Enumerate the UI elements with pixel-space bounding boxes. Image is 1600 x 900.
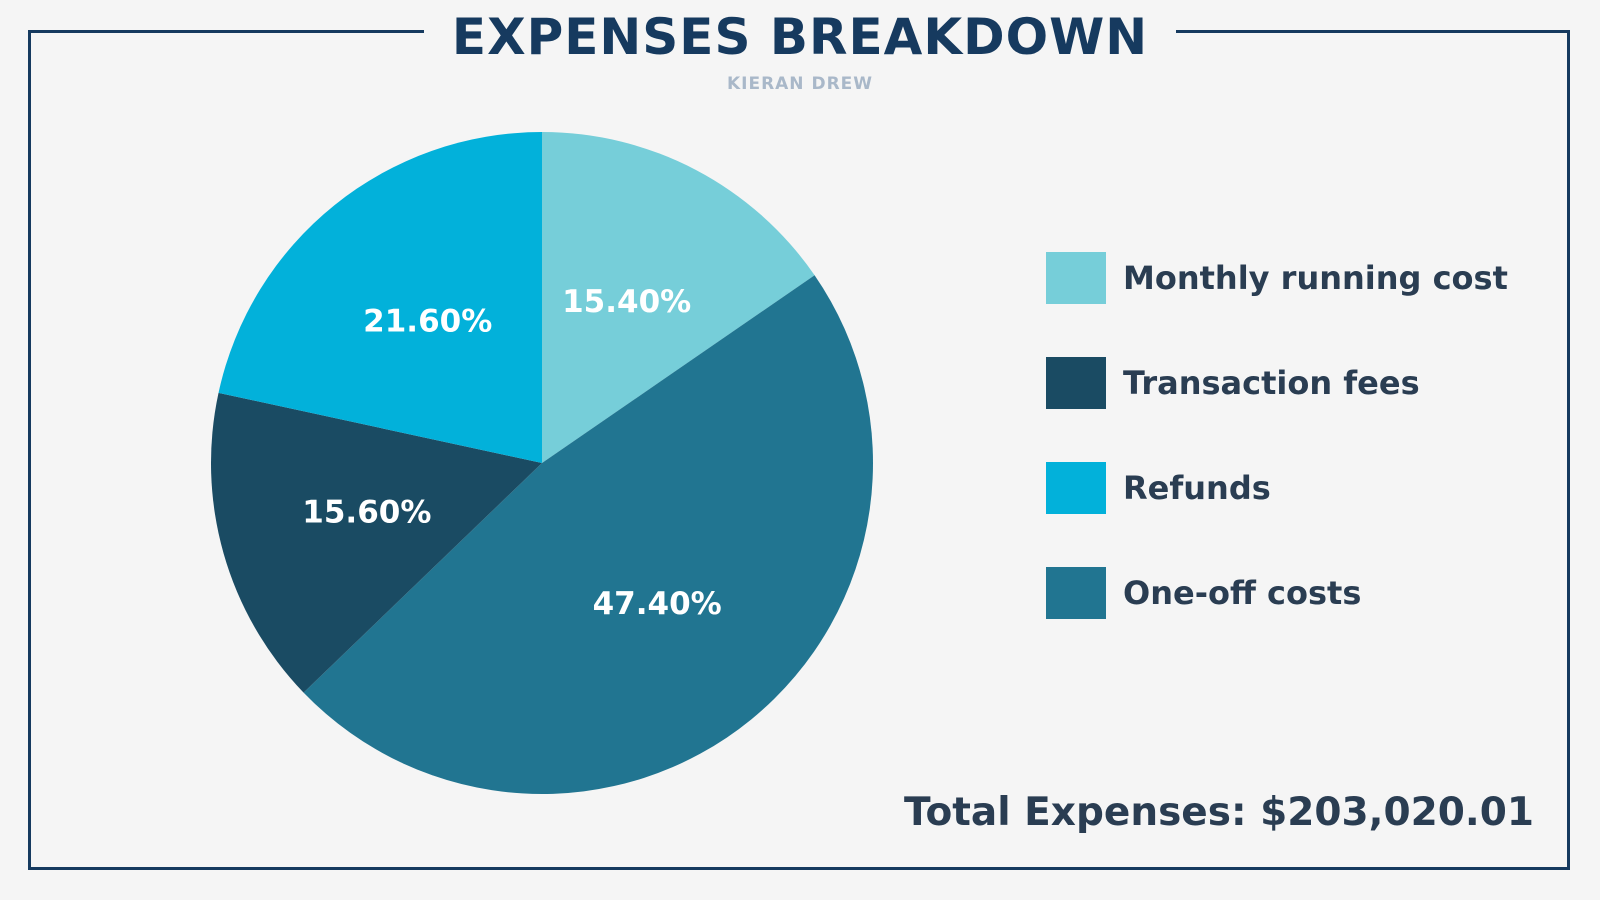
legend-label: Refunds <box>1123 469 1271 507</box>
legend-swatch <box>1046 462 1106 514</box>
legend-swatch <box>1046 357 1106 409</box>
legend-label: One-off costs <box>1123 574 1362 612</box>
legend-swatch <box>1046 252 1106 304</box>
title-wrap: EXPENSES BREAKDOWN <box>0 6 1600 68</box>
pie-slice-monthly-running-cost <box>542 132 815 463</box>
legend-swatch <box>1046 567 1106 619</box>
pie-slice-label: 15.60% <box>302 495 431 531</box>
pie-slice-label: 47.40% <box>593 586 722 622</box>
chart-title: EXPENSES BREAKDOWN <box>423 6 1177 68</box>
legend-label: Transaction fees <box>1123 364 1420 402</box>
pie-slice-one-off-costs <box>303 275 874 795</box>
pie-slice-transaction-fees <box>210 392 542 693</box>
legend-label: Monthly running cost <box>1123 259 1508 297</box>
pie-slice-label: 21.60% <box>363 303 492 339</box>
chart-subtitle: KIERAN DREW <box>726 74 874 94</box>
pie-slice-refunds <box>218 132 543 463</box>
pie-slice-label: 15.40% <box>562 284 691 320</box>
total-expenses: Total Expenses: $203,020.01 <box>904 790 1534 835</box>
